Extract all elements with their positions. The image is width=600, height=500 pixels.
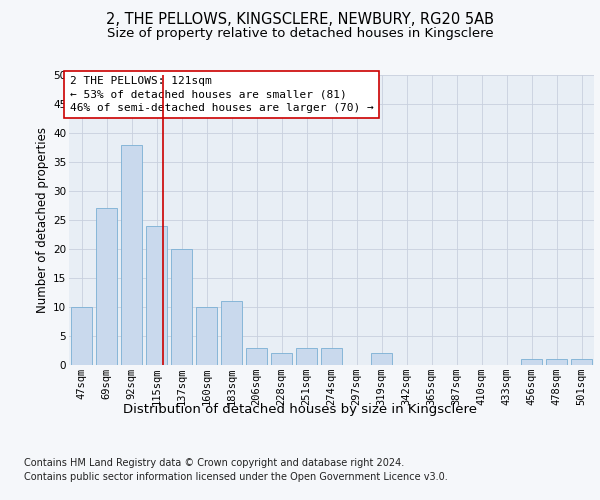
Bar	[121, 144, 142, 365]
Bar	[371, 354, 392, 365]
Text: Size of property relative to detached houses in Kingsclere: Size of property relative to detached ho…	[107, 28, 493, 40]
Bar	[96, 208, 117, 365]
Bar	[296, 348, 317, 365]
Bar	[71, 307, 92, 365]
Bar	[521, 359, 542, 365]
Y-axis label: Number of detached properties: Number of detached properties	[36, 127, 49, 313]
Bar	[221, 301, 242, 365]
Bar	[271, 354, 292, 365]
Bar	[196, 307, 217, 365]
Bar	[246, 348, 267, 365]
Bar	[571, 359, 592, 365]
Text: Contains HM Land Registry data © Crown copyright and database right 2024.: Contains HM Land Registry data © Crown c…	[24, 458, 404, 468]
Text: Distribution of detached houses by size in Kingsclere: Distribution of detached houses by size …	[123, 402, 477, 415]
Bar	[321, 348, 342, 365]
Text: Contains public sector information licensed under the Open Government Licence v3: Contains public sector information licen…	[24, 472, 448, 482]
Bar	[171, 249, 192, 365]
Text: 2, THE PELLOWS, KINGSCLERE, NEWBURY, RG20 5AB: 2, THE PELLOWS, KINGSCLERE, NEWBURY, RG2…	[106, 12, 494, 28]
Bar	[146, 226, 167, 365]
Text: 2 THE PELLOWS: 121sqm
← 53% of detached houses are smaller (81)
46% of semi-deta: 2 THE PELLOWS: 121sqm ← 53% of detached …	[70, 76, 374, 113]
Bar	[546, 359, 567, 365]
